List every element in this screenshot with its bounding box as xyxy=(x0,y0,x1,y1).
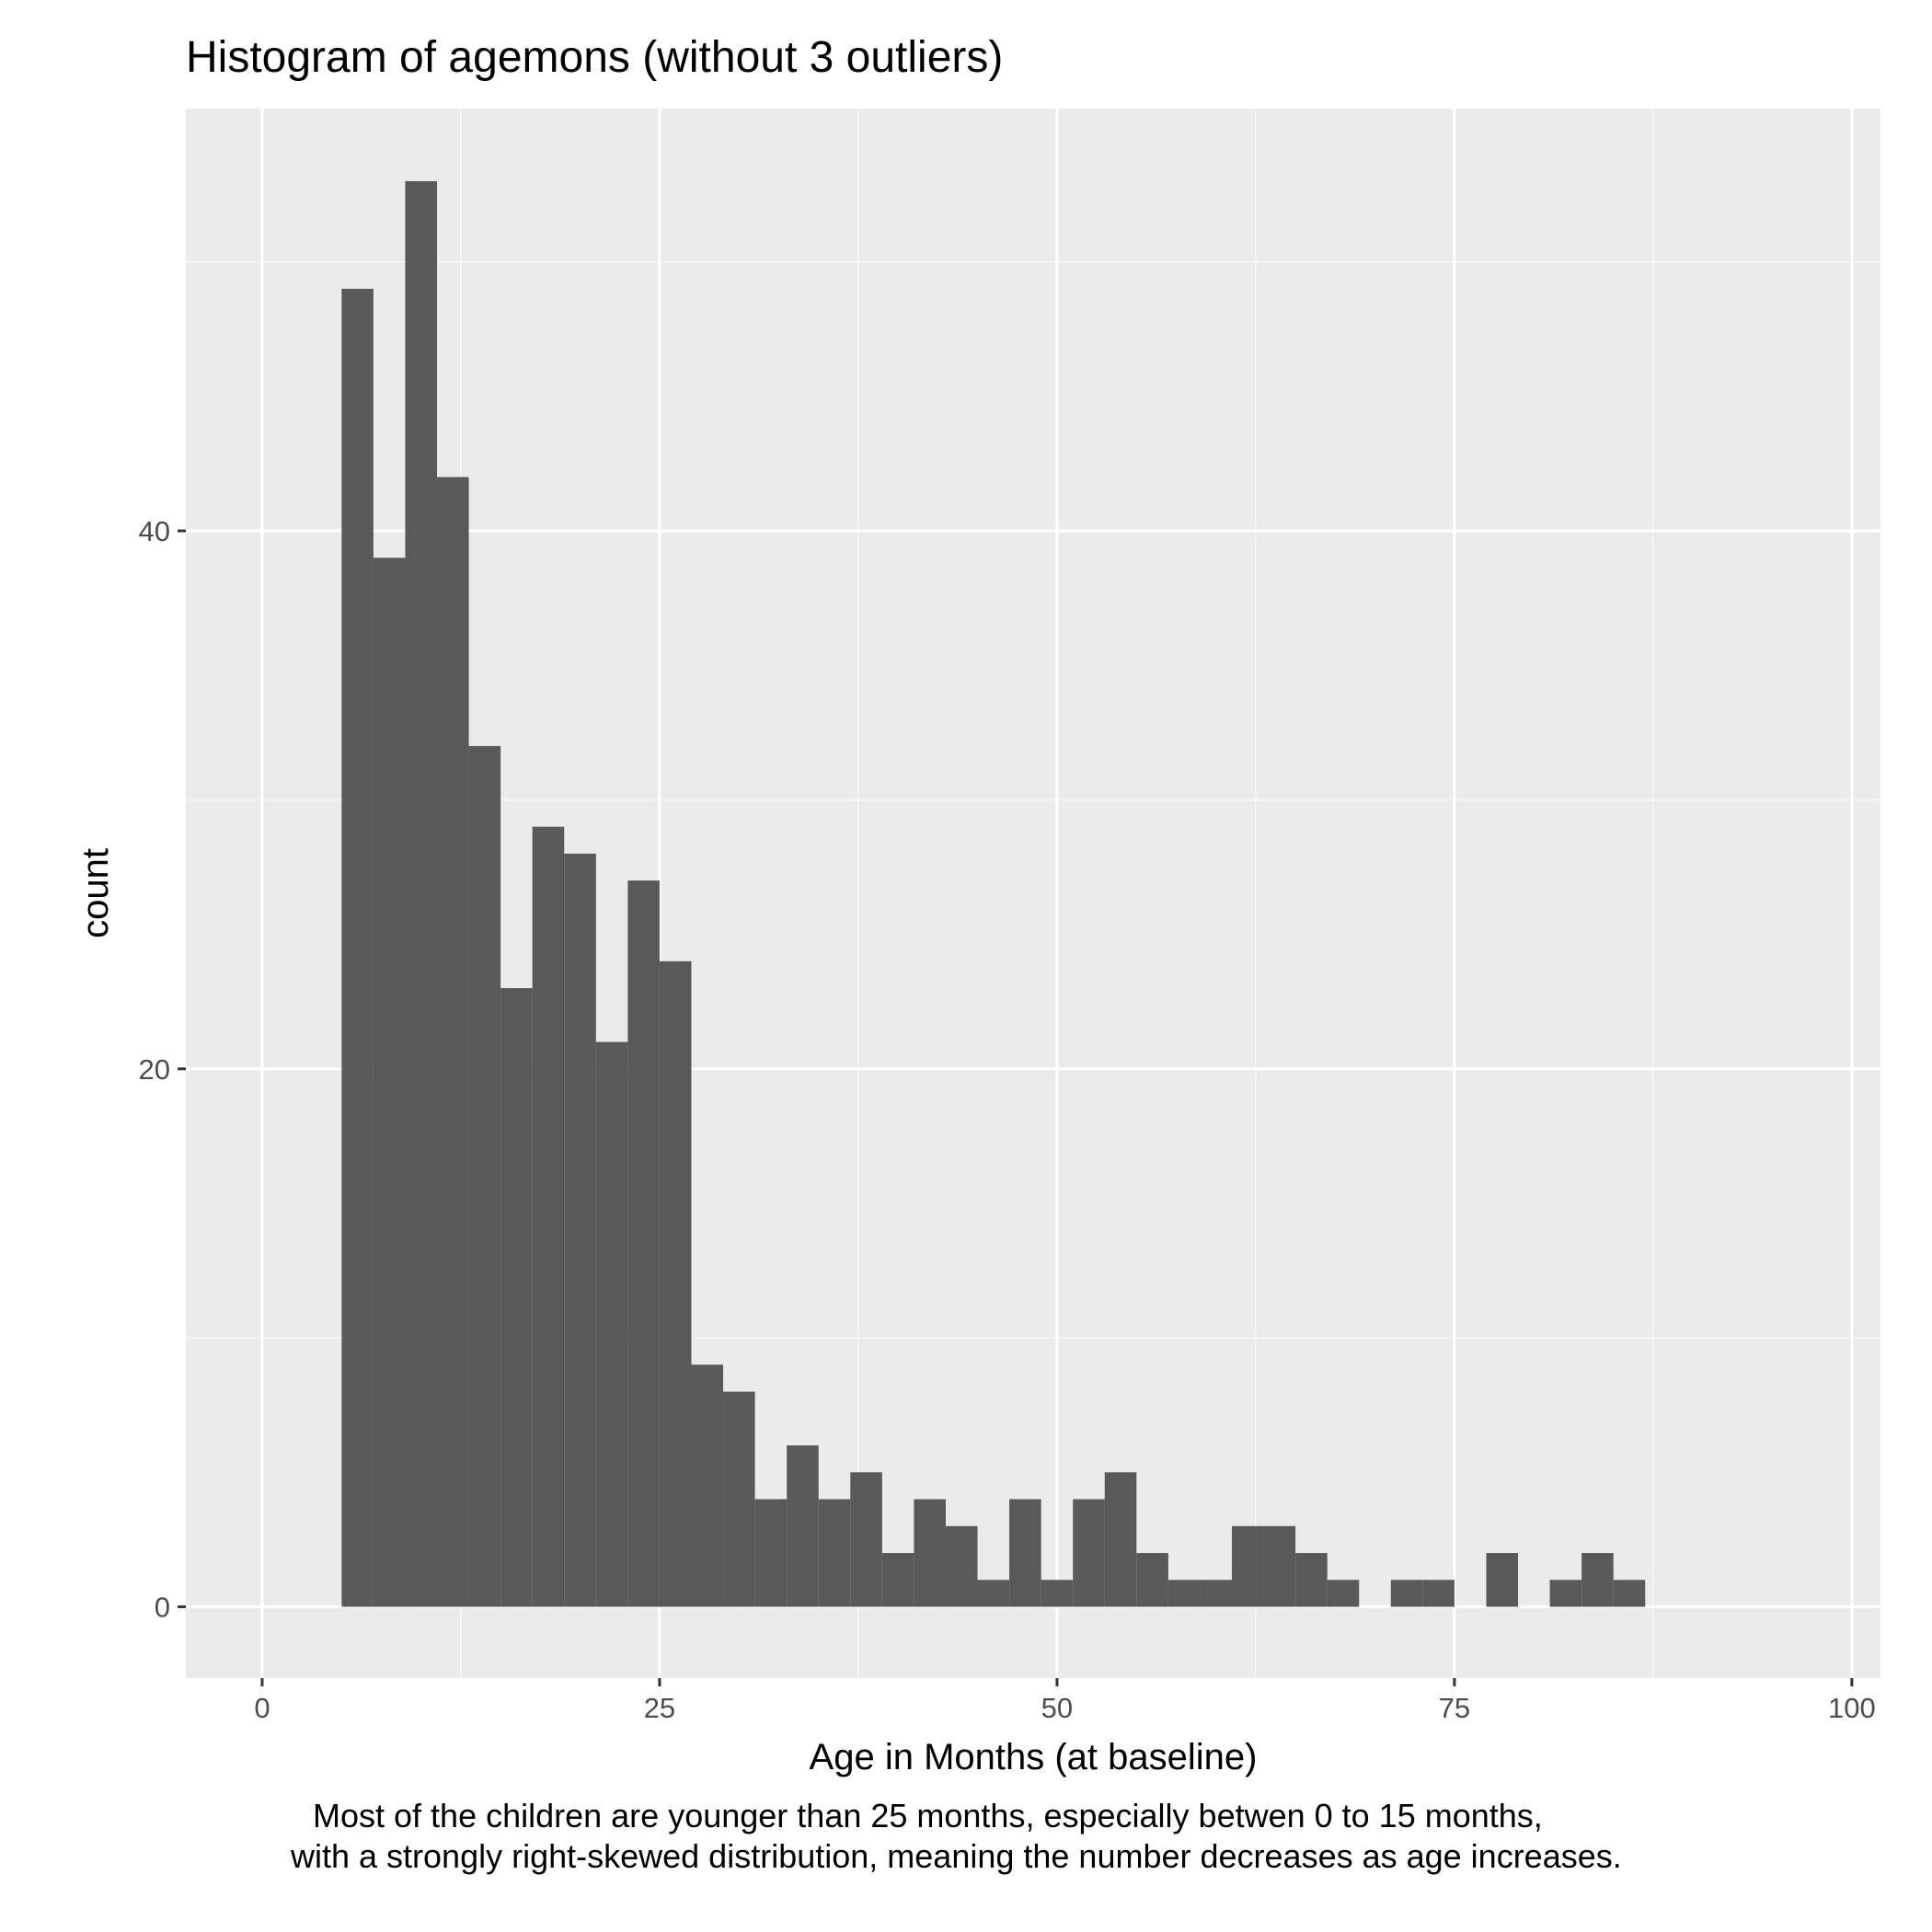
histogram-bar xyxy=(341,288,374,1607)
histogram-bar xyxy=(754,1499,788,1607)
histogram-bar xyxy=(818,1499,851,1607)
histogram-bar xyxy=(1327,1580,1360,1607)
histogram-bar xyxy=(1167,1580,1201,1607)
histogram-bar xyxy=(1231,1525,1264,1607)
histogram-bar xyxy=(564,853,596,1607)
histogram-bar xyxy=(1613,1580,1646,1607)
histogram-bar xyxy=(977,1580,1010,1607)
x-tick-label: 25 xyxy=(644,1692,675,1724)
histogram-bar xyxy=(405,180,438,1607)
histogram-bar xyxy=(468,745,501,1607)
histogram-bar xyxy=(945,1525,978,1607)
caption-line-2: with a strongly right-skewed distributio… xyxy=(290,1837,1622,1875)
histogram-bar xyxy=(1549,1580,1582,1607)
x-tick-label: 0 xyxy=(254,1692,270,1724)
histogram-bar xyxy=(1136,1553,1168,1607)
y-tick-label: 40 xyxy=(139,515,170,547)
histogram-bar xyxy=(850,1472,882,1607)
histogram-bars xyxy=(341,180,1646,1607)
histogram-bar xyxy=(373,558,406,1607)
histogram-bar xyxy=(1581,1553,1614,1607)
y-tick-label: 20 xyxy=(139,1053,170,1086)
histogram-bar xyxy=(787,1445,819,1607)
y-tick-label: 0 xyxy=(155,1592,170,1624)
histogram-bar xyxy=(627,880,660,1607)
histogram-bar xyxy=(1104,1472,1137,1607)
x-tick-label: 100 xyxy=(1828,1692,1876,1724)
chart-title: Histogram of agemons (without 3 outliers… xyxy=(186,33,1003,82)
histogram-bar xyxy=(914,1499,946,1607)
histogram-bar xyxy=(532,826,565,1607)
histogram-bar xyxy=(1263,1525,1296,1607)
histogram-bar xyxy=(1486,1553,1519,1607)
histogram-bar xyxy=(500,988,533,1607)
x-axis-title: Age in Months (at baseline) xyxy=(810,1737,1258,1777)
x-tick-label: 50 xyxy=(1041,1692,1073,1724)
histogram-bar xyxy=(1390,1580,1423,1607)
axes: 0 25 50 75 100 0 20 40 xyxy=(139,515,1876,1724)
grid-lines xyxy=(186,109,1880,1678)
histogram-bar xyxy=(1200,1580,1232,1607)
histogram-bar xyxy=(723,1391,755,1607)
caption-line-1: Most of the children are younger than 25… xyxy=(313,1797,1543,1834)
histogram-bar xyxy=(1009,1499,1041,1607)
histogram-bar xyxy=(1073,1499,1105,1607)
histogram-bar xyxy=(1041,1580,1074,1607)
histogram-bar xyxy=(881,1553,914,1607)
histogram-bar xyxy=(1295,1553,1328,1607)
histogram-bar xyxy=(1422,1580,1455,1607)
histogram-bar xyxy=(691,1364,724,1607)
y-axis-title: count xyxy=(75,848,116,938)
histogram-bar xyxy=(437,477,469,1607)
histogram-bar xyxy=(595,1041,628,1607)
x-tick-label: 75 xyxy=(1439,1692,1470,1724)
histogram-bar xyxy=(659,960,692,1607)
